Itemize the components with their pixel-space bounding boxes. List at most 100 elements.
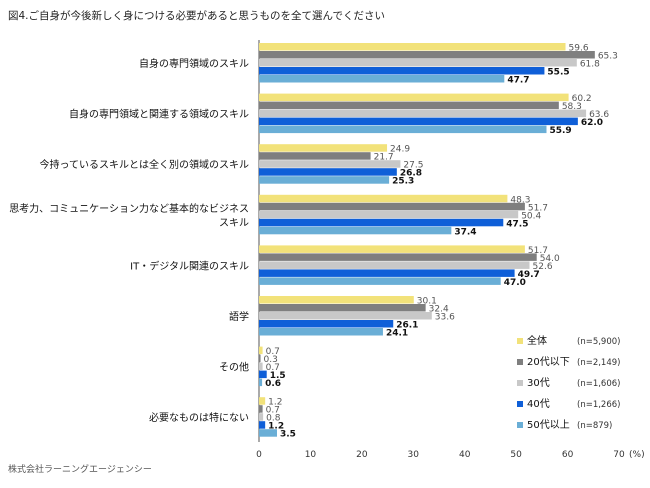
value-label: 33.6 (435, 313, 455, 323)
value-label: 55.5 (547, 68, 569, 78)
value-label: 21.7 (374, 153, 394, 163)
bar (259, 51, 595, 59)
bar (259, 43, 566, 51)
value-label: 32.4 (429, 305, 449, 315)
category-label: その他 (219, 361, 249, 374)
legend-label: 30代 (527, 377, 550, 389)
legend-label: 20代以下 (527, 356, 570, 368)
bar (259, 269, 515, 277)
bar (259, 75, 505, 83)
plot-area: 0 10 20 30 40 50 60 70 (%) 自身の専門領域のスキル 59.6 65.361.… (9, 40, 645, 460)
value-label: 24.9 (390, 145, 410, 155)
category-label: 自身の専門領域のスキル (139, 57, 249, 70)
bar (259, 101, 559, 110)
value-label: 0.8 (266, 414, 281, 424)
bar (259, 218, 504, 227)
bar (259, 93, 569, 102)
bar (259, 346, 263, 355)
value-label: 1.5 (270, 371, 286, 381)
value-label: 47.5 (506, 219, 528, 229)
bar (259, 144, 388, 152)
x-tick-label: 70 (613, 450, 625, 460)
bar (259, 354, 261, 363)
value-label: 47.0 (504, 278, 526, 288)
bar (259, 296, 414, 304)
bar (259, 109, 587, 118)
value-label: 63.6 (589, 110, 609, 120)
value-label: 0.6 (265, 379, 281, 389)
legend-sample-size: (n=5,900) (577, 337, 620, 347)
value-label: 25.3 (392, 177, 414, 187)
value-label: 52.6 (533, 262, 553, 272)
value-label: 0.3 (264, 355, 278, 365)
bar (259, 117, 578, 126)
value-label: 58.3 (562, 102, 582, 112)
bar (259, 226, 452, 235)
footer-credit: 株式会社ラーニングエージェンシー (8, 463, 152, 475)
bar (259, 152, 371, 160)
value-label: 24.1 (386, 329, 408, 339)
bar (259, 253, 537, 261)
value-label: 51.7 (528, 246, 548, 256)
value-label: 47.7 (507, 76, 529, 86)
bar (259, 59, 577, 67)
value-label: 61.8 (580, 60, 600, 70)
value-label: 50.4 (521, 211, 541, 221)
legend-swatch (517, 338, 523, 344)
legend-swatch (517, 401, 523, 407)
value-label: 60.2 (572, 94, 592, 104)
bar (259, 168, 397, 176)
value-label: 3.5 (280, 430, 296, 440)
value-label: 0.7 (266, 363, 280, 373)
value-label: 26.1 (396, 321, 418, 331)
bar (259, 261, 530, 269)
value-label: 26.8 (400, 169, 422, 179)
category-label: 思考力、コミュニケーション力など基本的なビジネス (9, 202, 249, 215)
value-label: 37.4 (454, 227, 476, 237)
x-tick-label: 40 (459, 450, 471, 460)
legend-sample-size: (n=879) (577, 421, 612, 431)
x-tick-label: 0 (256, 450, 262, 460)
legend-sample-size: (n=1,266) (577, 400, 620, 410)
bar (259, 245, 525, 253)
bar (259, 429, 277, 437)
legend-label: 50代以上 (527, 419, 570, 431)
value-label: 30.1 (417, 297, 437, 307)
bar (259, 202, 525, 211)
bar (259, 320, 394, 328)
category-label: 語学 (229, 310, 249, 323)
bar (259, 397, 266, 405)
bar (259, 210, 519, 219)
value-label: 54.0 (540, 254, 560, 264)
bar (259, 160, 401, 168)
value-label: 59.6 (569, 44, 589, 54)
bar (259, 125, 547, 134)
legend-sample-size: (n=1,606) (577, 379, 620, 389)
bar (259, 421, 266, 429)
value-label: 27.5 (403, 161, 423, 171)
legend-swatch (517, 359, 523, 365)
legend-label: 40代 (527, 398, 550, 410)
x-tick-label: 60 (562, 450, 574, 460)
value-label: 0.7 (266, 406, 280, 416)
x-tick-label: 50 (510, 450, 522, 460)
value-label: 65.3 (598, 52, 618, 62)
value-label: 48.3 (510, 195, 530, 205)
category-label: 必要なものは特にない (149, 411, 249, 424)
x-tick-label: 20 (356, 450, 368, 460)
value-label: 62.0 (581, 118, 603, 128)
bar (259, 405, 263, 413)
bar (259, 312, 432, 320)
bar (259, 176, 390, 184)
bar (259, 370, 267, 379)
bar (259, 194, 508, 203)
value-label: 51.7 (528, 203, 548, 213)
value-label: 49.7 (518, 270, 540, 280)
category-label: 自身の専門領域と関連する領域のスキル (69, 108, 249, 121)
bar (259, 67, 545, 75)
value-label: 1.2 (268, 422, 284, 432)
category-label: 今持っているスキルとは全く別の領域のスキル (40, 158, 250, 171)
category-label: IT・デジタル関連のスキル (130, 259, 249, 272)
legend-swatch (517, 422, 523, 428)
